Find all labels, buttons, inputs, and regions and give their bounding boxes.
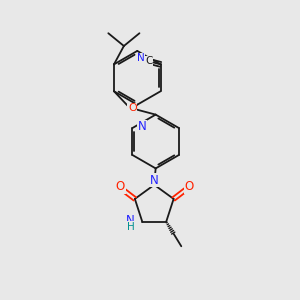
Text: O: O xyxy=(128,103,137,113)
Text: O: O xyxy=(184,180,193,193)
Text: O: O xyxy=(116,180,125,193)
Text: N: N xyxy=(150,173,159,187)
Text: N: N xyxy=(138,120,147,133)
Text: N: N xyxy=(137,53,145,63)
Text: H: H xyxy=(127,222,135,232)
Text: N: N xyxy=(126,214,134,227)
Text: C: C xyxy=(145,56,153,66)
